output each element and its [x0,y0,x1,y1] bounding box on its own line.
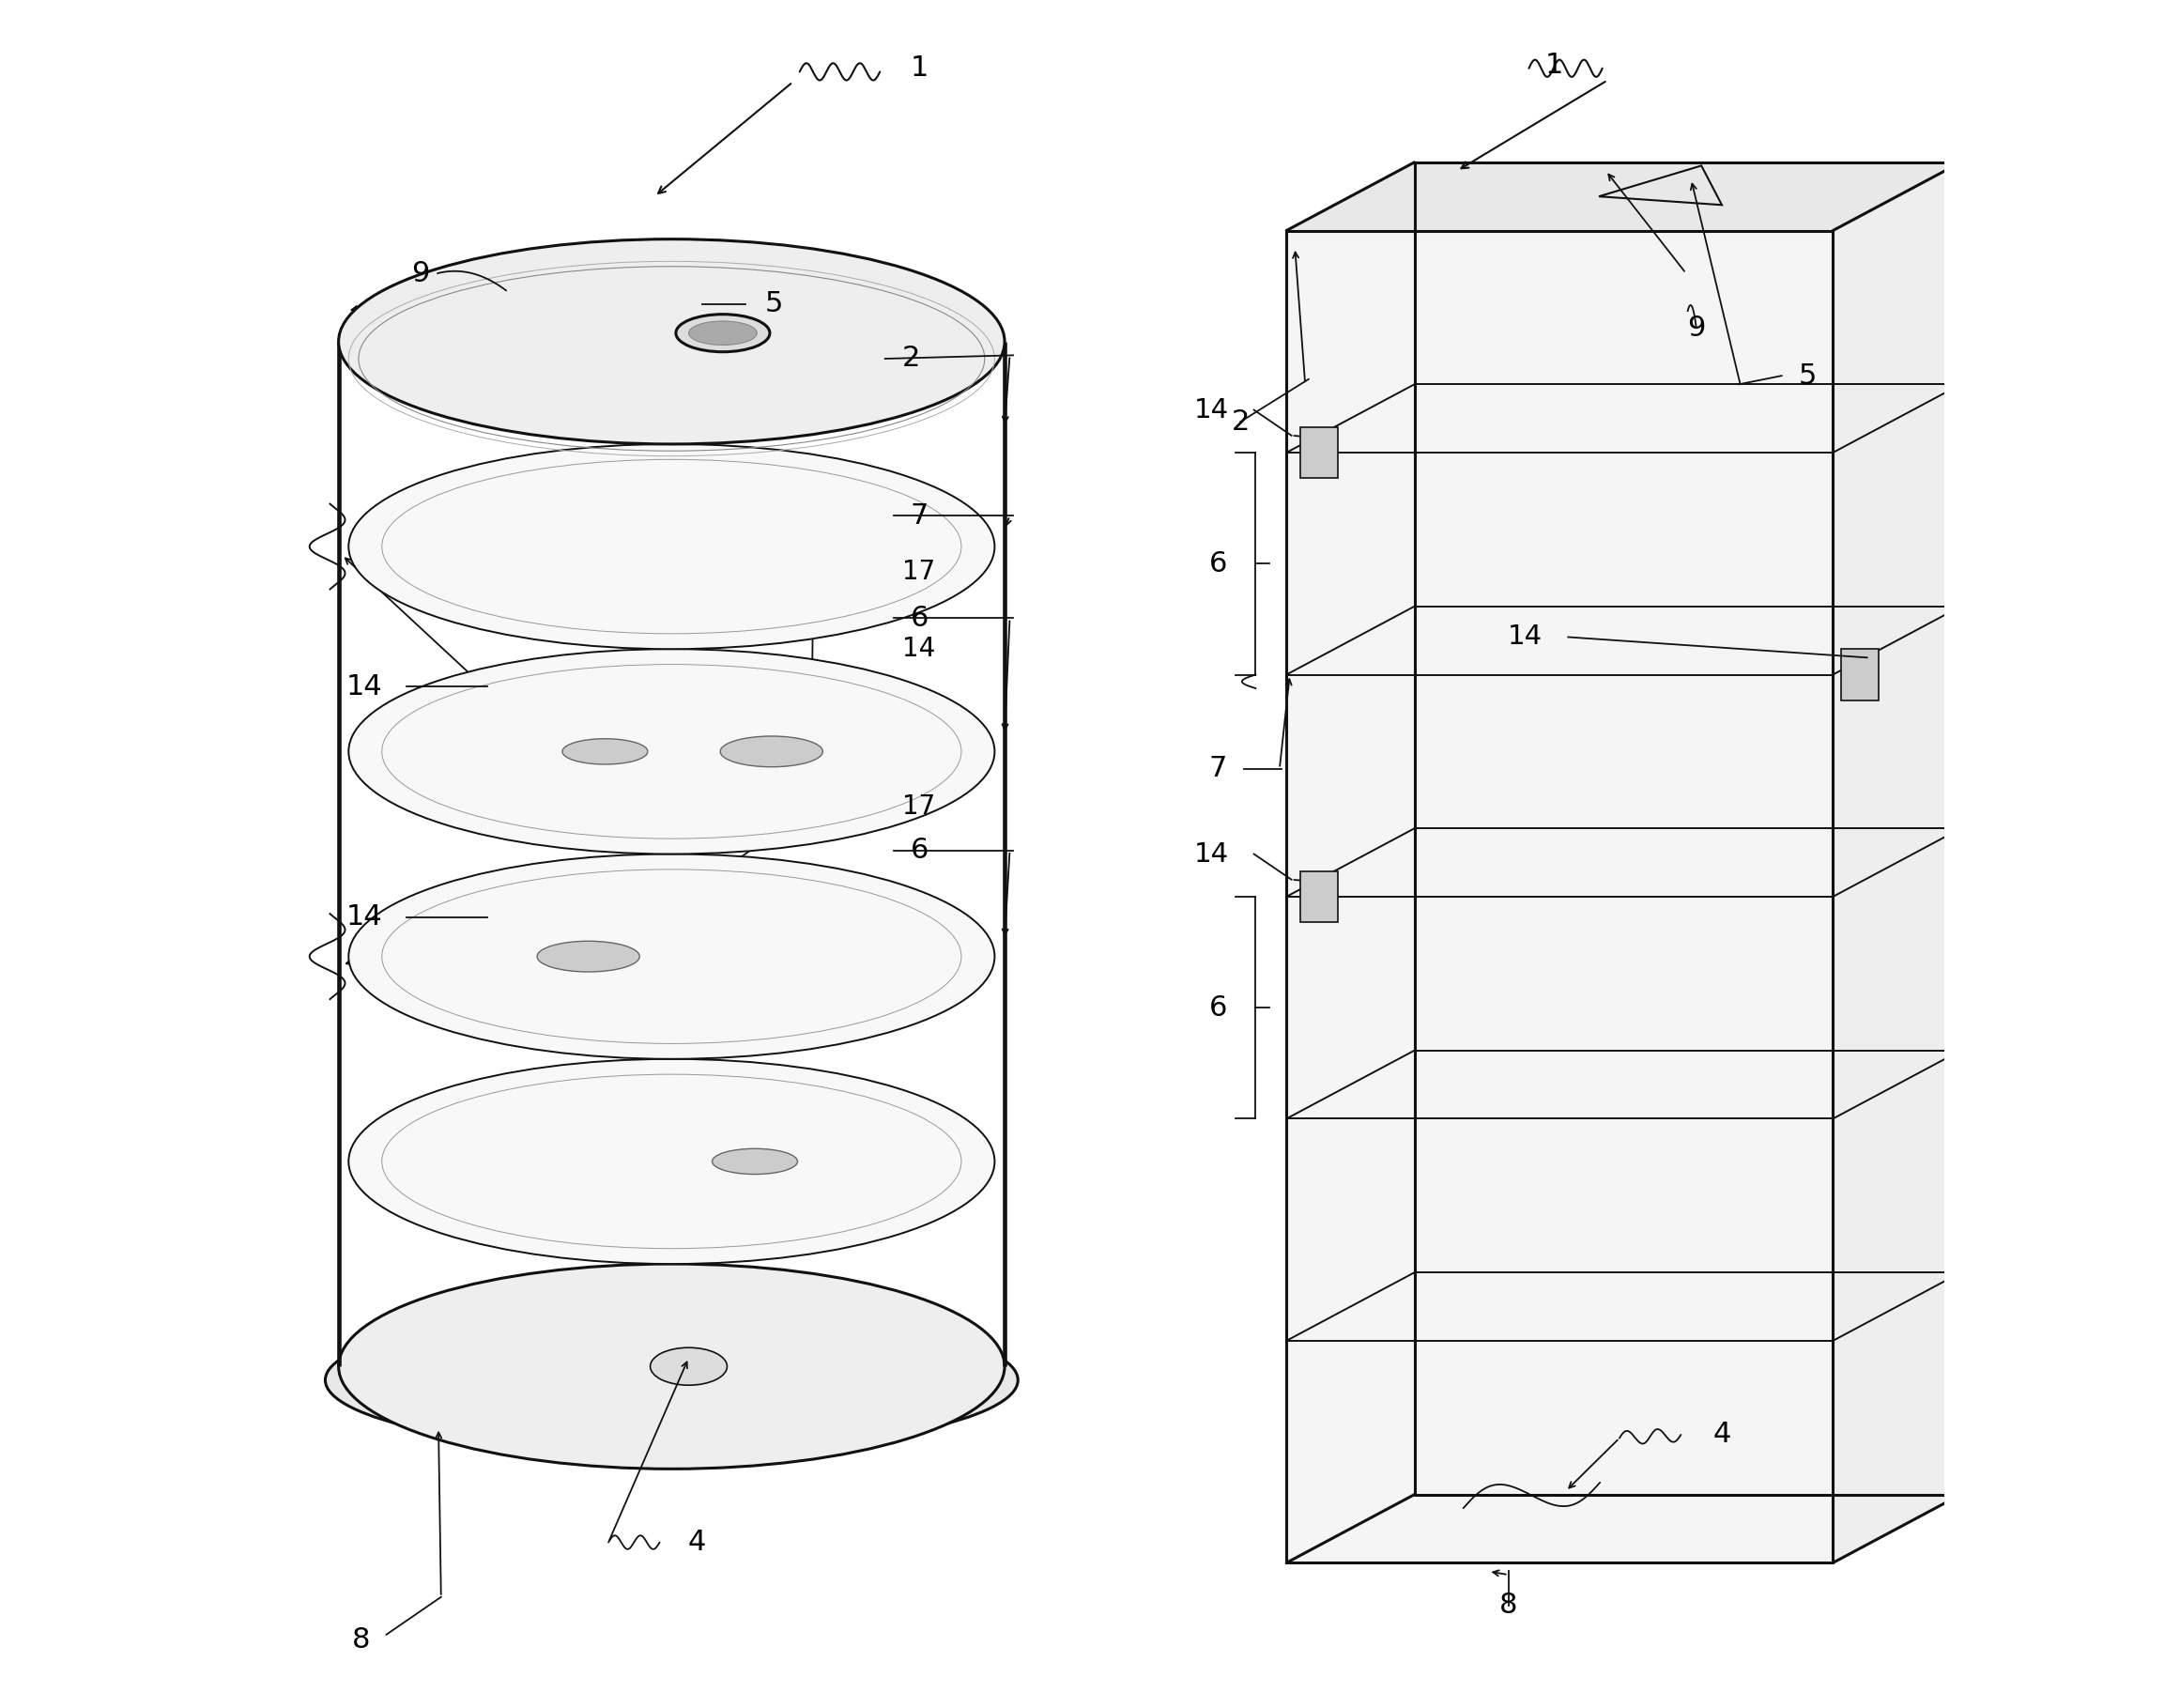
Polygon shape [1286,231,1833,1563]
Ellipse shape [719,736,822,767]
Text: 6: 6 [1210,994,1227,1021]
Ellipse shape [536,941,639,972]
Ellipse shape [713,1148,798,1175]
Text: 14: 14 [903,635,935,663]
Polygon shape [1299,427,1339,478]
Text: 14: 14 [1195,396,1230,424]
Text: 1: 1 [909,55,929,82]
Ellipse shape [349,1059,994,1264]
Text: 6: 6 [1210,550,1227,577]
Ellipse shape [338,1264,1005,1469]
Polygon shape [338,342,1005,1366]
Ellipse shape [349,444,994,649]
Text: 14: 14 [1195,840,1230,868]
Ellipse shape [676,314,770,352]
Ellipse shape [650,1348,728,1385]
Text: 17: 17 [903,559,935,586]
Text: 6: 6 [909,605,929,632]
Text: 8: 8 [351,1626,371,1653]
Text: 1: 1 [1546,51,1563,79]
Ellipse shape [562,738,647,765]
Text: 2: 2 [1232,408,1249,436]
Polygon shape [1286,162,1962,231]
Text: 7: 7 [1210,755,1227,782]
Text: 9: 9 [412,260,429,287]
Polygon shape [1299,871,1339,922]
Text: 9: 9 [1687,314,1705,342]
Text: 7: 7 [909,502,929,529]
Ellipse shape [349,649,994,854]
Text: 2: 2 [903,345,920,372]
Text: 5: 5 [1798,362,1816,389]
Polygon shape [1842,649,1879,700]
Polygon shape [1833,162,1962,1563]
Text: 17: 17 [903,793,935,820]
Ellipse shape [349,854,994,1059]
Text: 4: 4 [1713,1421,1731,1448]
Text: 5: 5 [765,290,783,318]
Text: 4: 4 [689,1529,706,1556]
Ellipse shape [689,321,756,345]
Ellipse shape [338,239,1005,444]
Text: 14: 14 [347,904,381,931]
Text: 14: 14 [1509,623,1543,651]
Text: 14: 14 [347,673,381,700]
Ellipse shape [325,1308,1018,1452]
Text: 8: 8 [1500,1592,1517,1619]
Text: 6: 6 [909,837,929,864]
